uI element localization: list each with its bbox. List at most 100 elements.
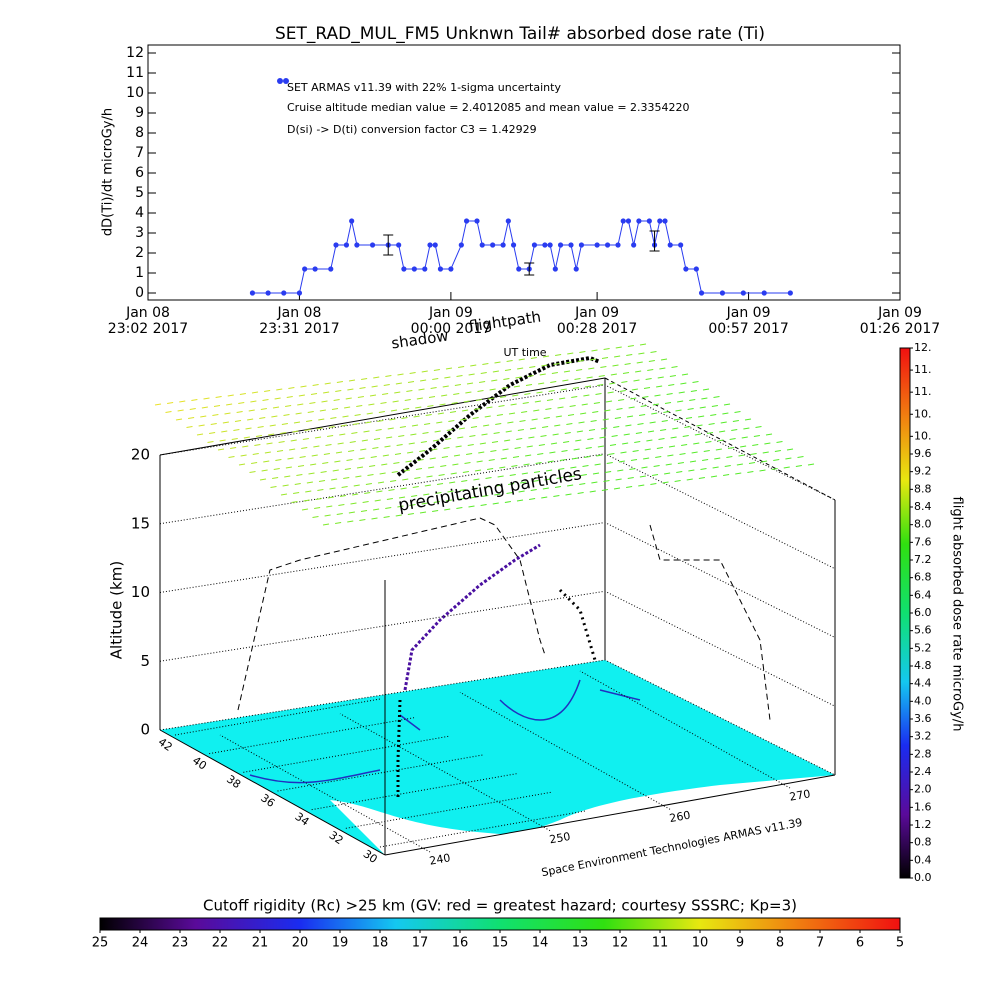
field-dash	[438, 474, 445, 476]
colorbar-tick-label: 8.4	[914, 500, 932, 513]
x-tick	[579, 670, 791, 789]
field-dash	[631, 388, 638, 391]
data-point	[667, 242, 673, 248]
field-dash	[594, 463, 601, 466]
field-dash	[198, 424, 205, 427]
field-dash	[504, 369, 512, 371]
field-dash	[702, 459, 709, 461]
field-dash	[609, 444, 617, 446]
field-dash	[612, 364, 619, 367]
field-dash	[236, 411, 243, 413]
field-dash	[440, 465, 447, 467]
field-dash	[533, 471, 541, 473]
field-dash	[591, 481, 598, 484]
data-point	[265, 290, 271, 296]
y-tick-label: 9	[135, 105, 144, 121]
field-dash	[614, 417, 621, 419]
field-dash	[582, 465, 589, 467]
chart-title: SET_RAD_MUL_FM5 Unknwn Tail# absorbed do…	[275, 24, 765, 44]
field-dash	[523, 463, 530, 466]
field-dash	[753, 435, 760, 437]
field-dash	[660, 429, 667, 431]
field-dash	[407, 451, 414, 454]
field-dash	[239, 393, 246, 395]
field-dash	[403, 469, 410, 472]
field-dash	[280, 493, 288, 496]
field-dash	[454, 384, 461, 386]
field-dash	[743, 427, 750, 430]
field-dash	[293, 492, 300, 494]
field-dash	[411, 424, 419, 427]
field-dash	[445, 367, 453, 370]
field-dash	[485, 477, 492, 479]
field-dash	[512, 394, 519, 397]
field-dash	[444, 376, 451, 379]
field-dash	[521, 411, 528, 413]
field-dash	[289, 448, 296, 451]
y-tick-label: 0	[135, 285, 144, 301]
field-dash	[671, 366, 678, 368]
field-dash	[639, 343, 647, 346]
field-dash	[259, 417, 266, 419]
field-dash	[685, 417, 693, 419]
field-dash	[570, 466, 577, 469]
legend-marker	[283, 78, 289, 84]
shadow-flightpath	[649, 524, 771, 721]
data-point	[333, 242, 339, 248]
field-dash	[618, 460, 625, 463]
field-dash	[479, 442, 486, 445]
field-dash	[492, 370, 499, 373]
flightpath-3d	[396, 355, 601, 477]
field-dash	[271, 415, 278, 418]
field-dash	[626, 415, 634, 418]
field-dash	[741, 436, 748, 439]
plot-3d	[159, 355, 836, 856]
colorbar-tick-label: 4.0	[914, 694, 932, 707]
field-dash	[414, 477, 421, 479]
field-dash	[636, 361, 643, 364]
field-dash	[196, 433, 204, 436]
field-dash	[638, 484, 645, 487]
field-dash	[376, 490, 383, 493]
field-dash	[325, 444, 332, 446]
field-dash	[451, 402, 458, 404]
field-dash	[729, 438, 736, 440]
field-dash	[480, 504, 487, 506]
data-point	[249, 290, 256, 296]
field-dash	[264, 451, 271, 454]
field-dash	[681, 373, 689, 376]
field-dash	[318, 418, 325, 421]
x-tick-label: 260	[668, 809, 691, 825]
colorbar-tick-label: 19	[332, 936, 349, 951]
field-dash	[439, 403, 446, 406]
field-dash	[713, 396, 720, 398]
field-dash	[710, 414, 717, 416]
field-dash	[614, 355, 621, 358]
field-dash	[565, 493, 572, 496]
field-dash	[474, 469, 482, 472]
colorbar-tick-label: 9.6	[914, 447, 932, 460]
field-dash	[456, 375, 463, 377]
field-dash	[700, 468, 707, 470]
field-dash	[651, 412, 658, 415]
z-grid-line	[159, 384, 836, 501]
field-dash	[625, 424, 632, 427]
field-dash	[324, 382, 331, 385]
field-dash	[580, 474, 587, 476]
colorbar-tick-label: 4.4	[914, 677, 932, 690]
data-point	[552, 266, 558, 272]
field-dash	[635, 370, 642, 373]
field-dash	[334, 460, 341, 463]
field-dash	[715, 448, 722, 451]
field-dash	[561, 450, 568, 452]
field-dash	[568, 475, 575, 478]
field-dash	[556, 477, 563, 479]
field-dash	[337, 442, 344, 445]
field-dash	[488, 459, 495, 461]
data-point	[761, 290, 767, 296]
field-dash	[445, 499, 452, 502]
field-dash	[550, 442, 558, 445]
field-dash	[622, 442, 629, 445]
field-dash	[356, 466, 364, 469]
field-dash	[165, 411, 172, 413]
